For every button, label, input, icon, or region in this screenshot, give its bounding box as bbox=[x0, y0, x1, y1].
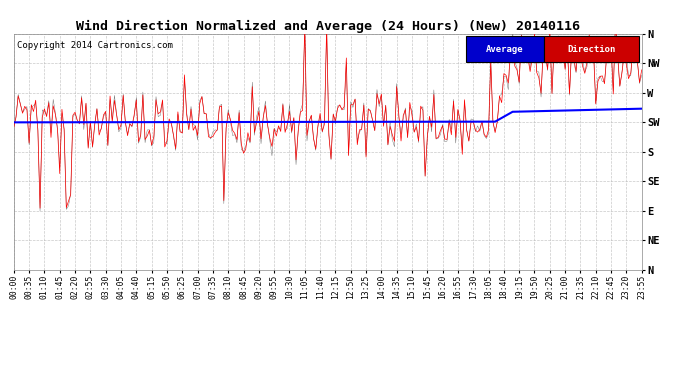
FancyBboxPatch shape bbox=[466, 36, 544, 62]
Text: Average: Average bbox=[486, 45, 524, 54]
Title: Wind Direction Normalized and Average (24 Hours) (New) 20140116: Wind Direction Normalized and Average (2… bbox=[76, 20, 580, 33]
Text: Copyright 2014 Cartronics.com: Copyright 2014 Cartronics.com bbox=[17, 41, 172, 50]
Text: Direction: Direction bbox=[567, 45, 615, 54]
FancyBboxPatch shape bbox=[544, 36, 638, 62]
